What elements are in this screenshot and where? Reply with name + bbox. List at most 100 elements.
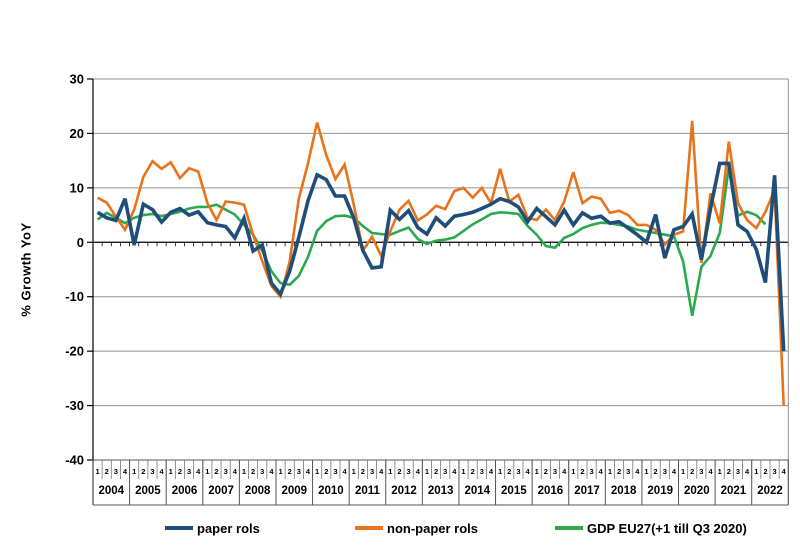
quarter-label: 4 bbox=[672, 467, 677, 476]
quarter-label: 3 bbox=[187, 467, 191, 476]
quarter-label: 1 bbox=[681, 467, 685, 476]
quarter-label: 3 bbox=[333, 467, 337, 476]
quarter-label: 2 bbox=[178, 467, 182, 476]
year-label: 2018 bbox=[611, 485, 637, 497]
non-paper-rols-swatch bbox=[355, 526, 383, 530]
year-label: 2007 bbox=[208, 485, 234, 497]
quarter-label: 3 bbox=[553, 467, 557, 476]
quarter-label: 4 bbox=[452, 467, 457, 476]
quarter-label: 3 bbox=[297, 467, 301, 476]
quarter-label: 1 bbox=[95, 467, 99, 476]
quarter-label: 4 bbox=[635, 467, 640, 476]
year-label: 2013 bbox=[428, 485, 454, 497]
year-label: 2020 bbox=[684, 485, 710, 497]
quarter-label: 1 bbox=[498, 467, 502, 476]
series-line-non-paper-rols bbox=[96, 120, 785, 406]
quarter-label: 2 bbox=[105, 467, 109, 476]
paper-rols-swatch bbox=[165, 526, 193, 530]
quarter-label: 3 bbox=[443, 467, 447, 476]
quarter-label: 1 bbox=[461, 467, 465, 476]
quarter-label: 4 bbox=[416, 467, 421, 476]
quarter-label: 3 bbox=[480, 467, 484, 476]
quarter-label: 2 bbox=[580, 467, 584, 476]
y-tick-label: -40 bbox=[65, 453, 84, 468]
quarter-label: 2 bbox=[251, 467, 255, 476]
quarter-label: 4 bbox=[343, 467, 348, 476]
quarter-label: 2 bbox=[471, 467, 475, 476]
year-label: 2005 bbox=[135, 485, 161, 497]
year-label: 2017 bbox=[574, 485, 600, 497]
quarter-label: 3 bbox=[224, 467, 228, 476]
y-tick-label: 0 bbox=[77, 235, 84, 250]
legend-item-paper-rols: paper rols bbox=[165, 519, 260, 537]
quarter-label: 3 bbox=[699, 467, 703, 476]
y-tick-label: -30 bbox=[65, 398, 84, 413]
quarter-label: 3 bbox=[663, 467, 667, 476]
series-line-paper-rols bbox=[96, 161, 786, 352]
quarter-label: 1 bbox=[754, 467, 758, 476]
quarter-label: 3 bbox=[407, 467, 411, 476]
quarter-label: 2 bbox=[434, 467, 438, 476]
quarter-label: 2 bbox=[141, 467, 145, 476]
legend-item-gdp: GDP EU27(+1 till Q3 2020) bbox=[555, 519, 747, 537]
quarter-label: 1 bbox=[169, 467, 173, 476]
quarter-label: 4 bbox=[233, 467, 238, 476]
quarter-label: 4 bbox=[525, 467, 530, 476]
quarter-label: 2 bbox=[361, 467, 365, 476]
quarter-label: 4 bbox=[269, 467, 274, 476]
legend: paper rols non-paper rols GDP EU27(+1 ti… bbox=[0, 519, 800, 541]
y-tick-label: 20 bbox=[70, 126, 84, 141]
quarter-label: 3 bbox=[114, 467, 118, 476]
y-tick-label: 30 bbox=[70, 72, 84, 87]
quarter-label: 1 bbox=[132, 467, 136, 476]
year-label: 2011 bbox=[355, 485, 381, 497]
quarter-label: 2 bbox=[690, 467, 694, 476]
quarter-label: 2 bbox=[617, 467, 621, 476]
quarter-label: 1 bbox=[425, 467, 429, 476]
quarter-label: 2 bbox=[397, 467, 401, 476]
quarter-label: 1 bbox=[315, 467, 319, 476]
quarter-label: 3 bbox=[370, 467, 374, 476]
quarter-label: 2 bbox=[763, 467, 767, 476]
year-label: 2009 bbox=[281, 485, 307, 497]
legend-label-gdp: GDP EU27(+1 till Q3 2020) bbox=[587, 520, 747, 536]
quarter-label: 1 bbox=[352, 467, 356, 476]
quarter-label: 1 bbox=[718, 467, 722, 476]
quarter-label: 4 bbox=[489, 467, 494, 476]
quarter-label: 1 bbox=[535, 467, 539, 476]
quarter-label: 4 bbox=[196, 467, 201, 476]
year-label: 2004 bbox=[99, 485, 125, 497]
quarter-label: 1 bbox=[388, 467, 392, 476]
year-label: 2010 bbox=[318, 485, 344, 497]
quarter-label: 4 bbox=[123, 467, 128, 476]
year-label: 2019 bbox=[647, 485, 673, 497]
quarter-label: 2 bbox=[288, 467, 292, 476]
series-line-gdp-eu27-1-till-q3-2020- bbox=[96, 166, 767, 317]
quarter-label: 4 bbox=[708, 467, 713, 476]
y-tick-label: 10 bbox=[70, 180, 84, 195]
quarter-label: 3 bbox=[150, 467, 154, 476]
quarter-label: 2 bbox=[544, 467, 548, 476]
quarter-label: 1 bbox=[644, 467, 648, 476]
quarter-label: 4 bbox=[745, 467, 750, 476]
legend-item-non-paper-rols: non-paper rols bbox=[355, 519, 478, 537]
quarter-label: 4 bbox=[379, 467, 384, 476]
year-label: 2012 bbox=[391, 485, 417, 497]
quarter-label: 4 bbox=[782, 467, 787, 476]
year-label: 2015 bbox=[501, 485, 527, 497]
quarter-label: 3 bbox=[590, 467, 594, 476]
year-label: 2014 bbox=[464, 485, 490, 497]
year-label: 2006 bbox=[172, 485, 198, 497]
quarter-label: 4 bbox=[160, 467, 165, 476]
quarter-label: 3 bbox=[772, 467, 776, 476]
quarter-label: 3 bbox=[260, 467, 264, 476]
gdp-swatch bbox=[555, 526, 583, 530]
quarter-label: 4 bbox=[562, 467, 567, 476]
legend-label-non-paper-rols: non-paper rols bbox=[387, 520, 479, 536]
quarter-label: 2 bbox=[507, 467, 511, 476]
quarter-label: 1 bbox=[242, 467, 246, 476]
quarter-label: 2 bbox=[727, 467, 731, 476]
quarter-label: 2 bbox=[214, 467, 218, 476]
quarter-label: 4 bbox=[599, 467, 604, 476]
quarter-label: 3 bbox=[626, 467, 630, 476]
